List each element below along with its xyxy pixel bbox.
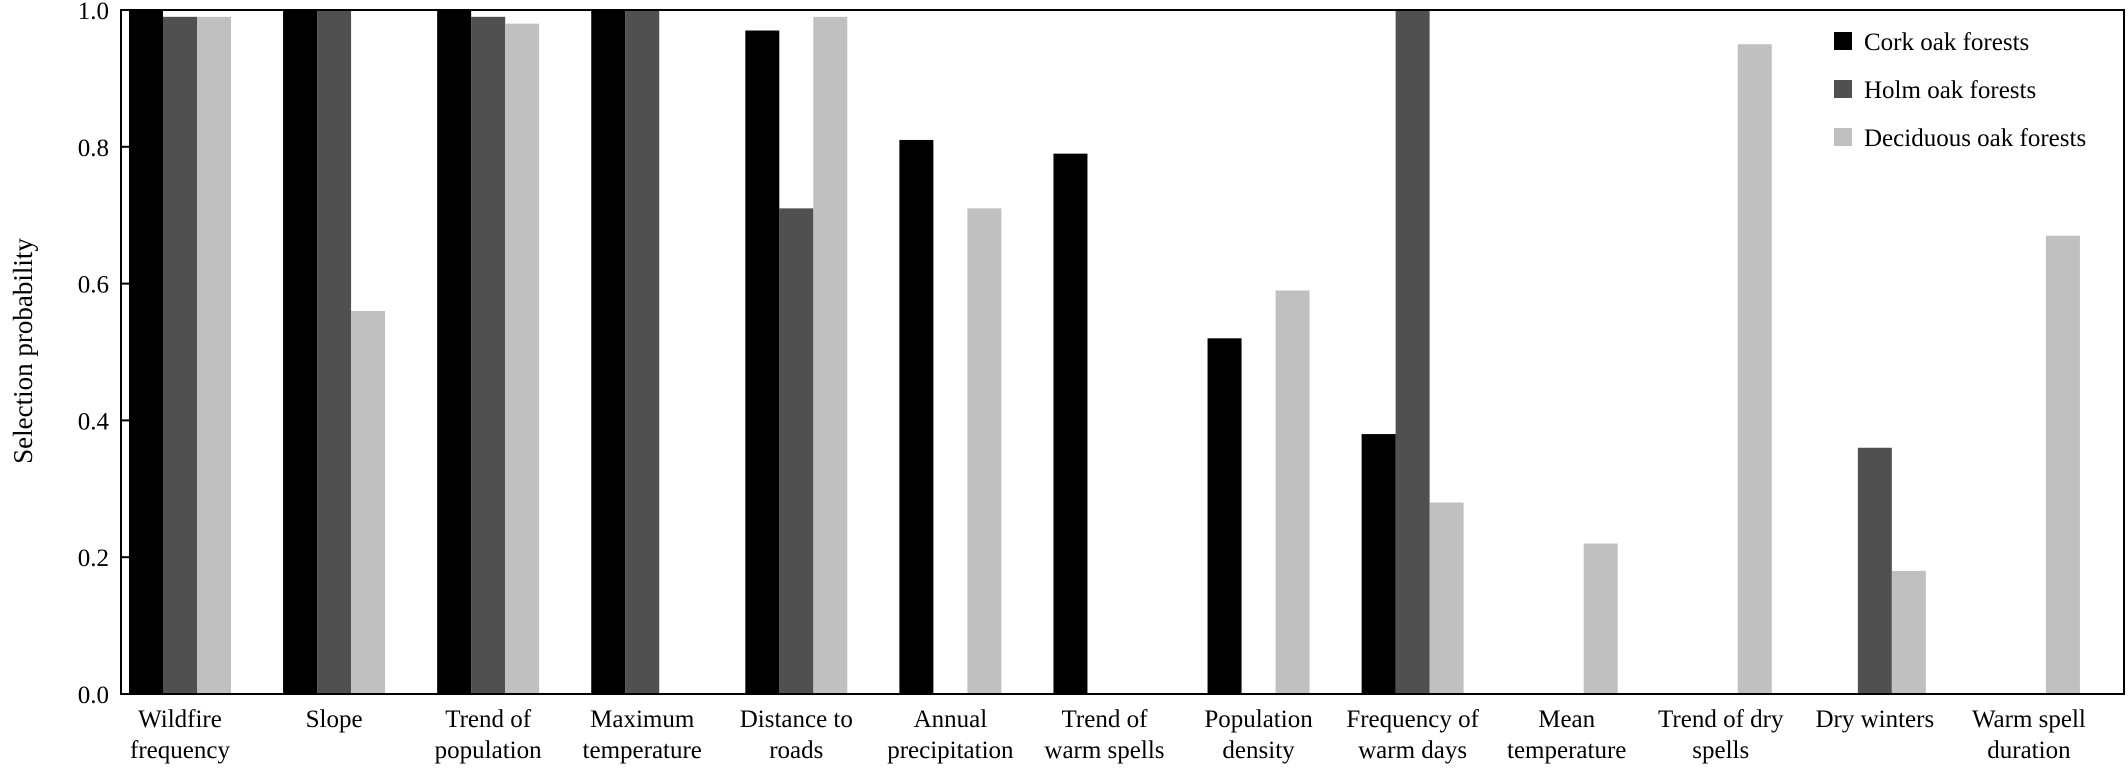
bar	[813, 16, 848, 694]
bars-group	[129, 10, 2080, 695]
bar	[129, 10, 163, 694]
x-category-label: Trend of warm spells	[1044, 706, 1164, 764]
bar	[899, 139, 934, 694]
legend-swatch	[1834, 128, 1852, 146]
y-tick-label: 0.4	[78, 408, 110, 435]
legend: Cork oak forests Holm oak forests Deciduou…	[1834, 29, 2086, 152]
legend-label: Holm oak forests	[1864, 77, 2036, 104]
legend-label: Cork oak forests	[1864, 29, 2029, 56]
plot-frame	[120, 9, 2125, 695]
x-category-label: Mean temperature	[1507, 706, 1626, 764]
bar	[1053, 153, 1088, 694]
bar	[1583, 543, 1618, 694]
x-category-label: Frequency of warm days	[1346, 706, 1479, 764]
x-category-label: Annual precipitation	[887, 706, 1014, 764]
y-axis-title: Selection probability	[8, 238, 38, 464]
bar	[625, 10, 660, 694]
x-category-label: Trend of dry spells	[1658, 706, 1784, 764]
bar	[967, 208, 1002, 695]
x-category-label: Trend of population	[435, 706, 542, 764]
bar	[1395, 10, 1430, 694]
x-axis: Wildfire frequency Slope Trend of population…	[130, 706, 2086, 764]
x-category-label: Distance to roads	[740, 706, 853, 764]
bar	[1737, 44, 1772, 694]
y-tick-label: 1.0	[78, 0, 109, 25]
bar	[163, 16, 197, 694]
bar	[779, 208, 814, 695]
bar	[351, 310, 386, 694]
bar	[745, 30, 780, 694]
bar	[1429, 502, 1464, 694]
bar	[1891, 570, 1926, 694]
y-tick-label: 0.8	[78, 135, 109, 162]
x-category-label: Slope	[306, 706, 363, 733]
legend-swatch	[1834, 80, 1852, 98]
x-category-label: Population density	[1204, 706, 1313, 764]
legend-label: Deciduous oak forests	[1864, 125, 2086, 152]
bar	[317, 10, 352, 694]
bar	[471, 16, 506, 694]
bar	[283, 10, 318, 694]
x-category-label: Maximum temperature	[583, 706, 702, 764]
bar	[1207, 338, 1242, 694]
x-category-label: Wildfire frequency	[130, 706, 230, 764]
bar	[1361, 434, 1396, 694]
x-category-label: Warm spell duration	[1972, 706, 2086, 764]
bar	[1857, 447, 1892, 694]
bar	[2045, 235, 2080, 694]
y-tick-label: 0.0	[78, 682, 109, 709]
legend-swatch	[1834, 32, 1852, 50]
bar	[197, 16, 231, 694]
y-tick-label: 0.2	[78, 545, 109, 572]
bar	[437, 10, 472, 694]
bar	[505, 23, 540, 695]
bar	[1275, 290, 1310, 694]
bar	[591, 10, 626, 694]
y-axis: 0.0 0.2 0.4 0.6 0.8 1.0	[78, 0, 130, 709]
x-category-label: Dry winters	[1815, 706, 1934, 733]
y-tick-label: 0.6	[78, 272, 109, 299]
